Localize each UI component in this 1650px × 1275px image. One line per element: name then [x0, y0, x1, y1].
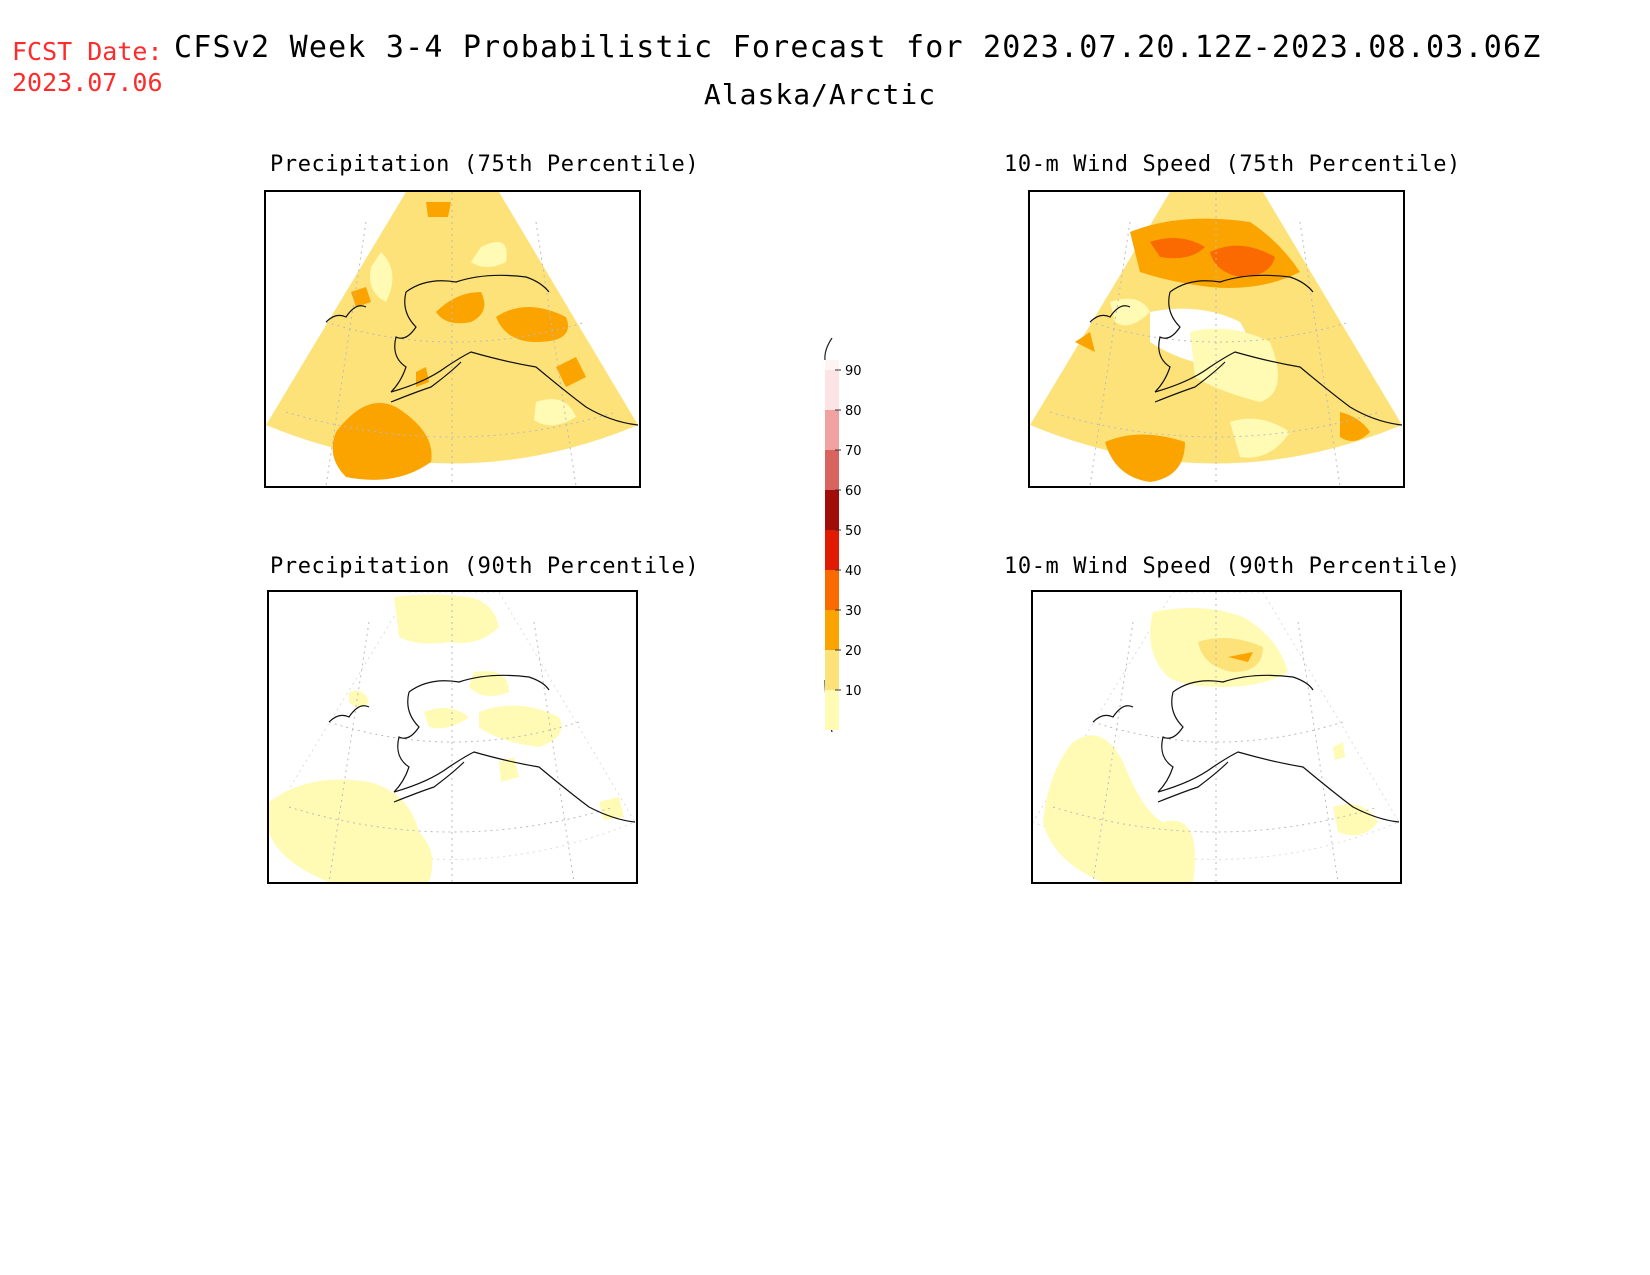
colorbar-label: 30: [845, 604, 862, 619]
colorbar-swatch: [825, 370, 839, 410]
colorbar-svg: 90 80 70 60 50 40 30 20 10: [824, 337, 862, 733]
colorbar-label: 10: [845, 684, 862, 699]
map-panel-wind75: [1028, 190, 1405, 488]
colorbar-label: 40: [845, 564, 862, 579]
panel-title-precip75: Precipitation (75th Percentile): [270, 152, 700, 177]
colorbar-swatch: [825, 530, 839, 570]
forecast-date-label: FCST Date:: [12, 37, 163, 66]
panel-title-wind75: 10-m Wind Speed (75th Percentile): [1004, 152, 1461, 177]
colorbar-label: 70: [845, 444, 862, 459]
page-title: CFSv2 Week 3-4 Probabilistic Forecast fo…: [174, 30, 1542, 65]
map-precip90: [269, 592, 636, 882]
colorbar-label: 90: [845, 364, 862, 379]
colorbar: 90 80 70 60 50 40 30 20 10: [820, 330, 910, 740]
panel-title-precip90: Precipitation (90th Percentile): [270, 554, 700, 579]
colorbar-label: 20: [845, 644, 862, 659]
colorbar-swatch: [825, 610, 839, 650]
map-precip75: [266, 192, 639, 486]
colorbar-swatch: [825, 450, 839, 490]
map-wind75: [1030, 192, 1403, 486]
map-panel-precip90: [267, 590, 638, 884]
panel-title-wind90: 10-m Wind Speed (90th Percentile): [1004, 554, 1461, 579]
colorbar-cap: [825, 360, 839, 370]
colorbar-swatch: [825, 570, 839, 610]
map-panel-precip75: [264, 190, 641, 488]
forecast-date-value: 2023.07.06: [12, 68, 163, 97]
colorbar-swatch: [825, 410, 839, 450]
region-subtitle: Alaska/Arctic: [703, 78, 937, 111]
colorbar-swatch: [825, 690, 839, 730]
map-wind90: [1033, 592, 1400, 882]
colorbar-swatch: [825, 490, 839, 530]
colorbar-label: 80: [845, 404, 862, 419]
colorbar-label: 60: [845, 484, 862, 499]
map-panel-wind90: [1031, 590, 1402, 884]
forecast-date-block: FCST Date: 2023.07.06: [12, 36, 163, 98]
colorbar-label: 50: [845, 524, 862, 539]
colorbar-swatch: [825, 650, 839, 690]
